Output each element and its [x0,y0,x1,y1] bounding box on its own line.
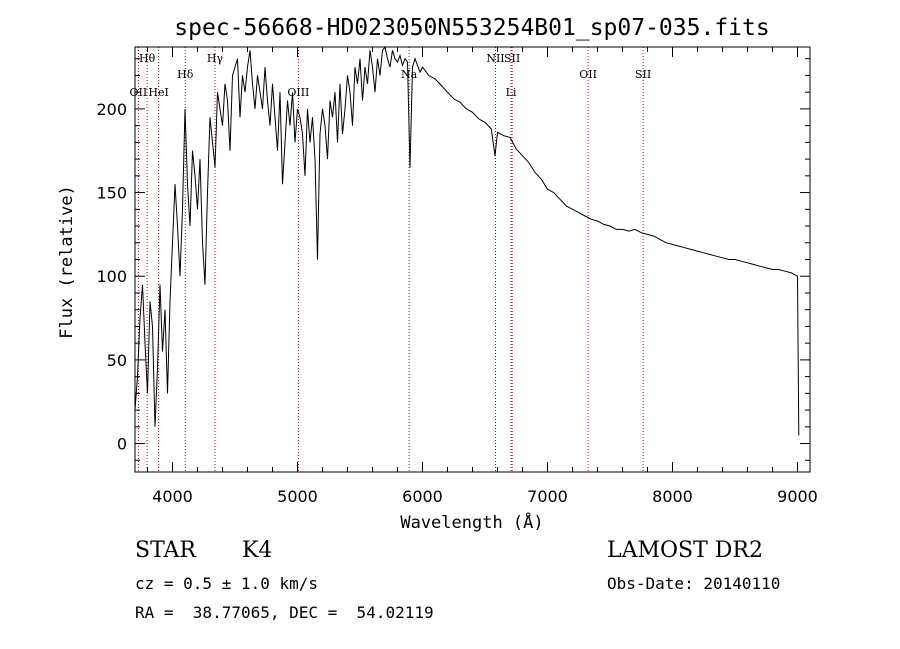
spectral-line-label: SII [504,52,520,65]
spectral-line-label: Na [401,68,418,81]
y-tick-label: 150 [96,184,127,203]
spectral-line-label: OII [579,68,597,81]
y-axis-ticks: 0 50 100 150 200 [96,58,810,461]
y-tick-label: 100 [96,267,127,286]
coordinates: RA = 38.77065, DEC = 54.02119 [135,603,434,622]
x-axis-label: Wavelength (Å) [400,511,543,533]
obs-date: Obs-Date: 20140110 [607,574,781,593]
spectrum-line [134,45,800,436]
y-tick-label: 200 [96,100,127,119]
x-axis-ticks: 4000 5000 6000 7000 8000 9000 [147,47,818,506]
survey-name: LAMOST DR2 [607,538,763,563]
redshift-value: cz = 0.5 ± 1.0 km/s [135,574,319,593]
spectral-line-label: Hθ [139,52,156,65]
x-tick-label: 8000 [652,487,693,506]
y-tick-label: 0 [117,435,127,454]
spectral-line-label: NII [486,52,504,65]
x-tick-label: 7000 [527,487,568,506]
x-tick-label: 9000 [777,487,818,506]
plot-frame [134,46,811,473]
spectral-line-label: Li [506,86,517,99]
spectral-line-label: HeI [148,86,168,99]
spectral-line-label: SII [635,68,651,81]
spectral-lines-layer [137,47,644,472]
object-subclass: K4 [242,538,273,563]
spectral-line-label: Hδ [177,68,194,81]
x-tick-label: 5000 [277,487,318,506]
y-tick-label: 50 [107,351,127,370]
spectral-line-label: OIII [287,86,309,99]
object-class: STAR [135,538,196,563]
chart-title: spec-56668-HD023050N553254B01_sp07-035.f… [174,15,769,41]
x-tick-label: 4000 [152,487,193,506]
y-axis-label: Flux (relative) [57,185,77,339]
spectral-line-label: Hγ [207,52,224,65]
x-tick-label: 6000 [402,487,443,506]
